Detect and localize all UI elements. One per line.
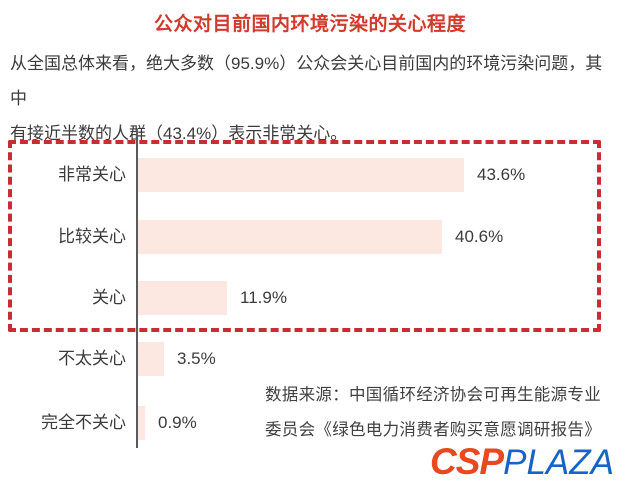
intro-line-2: 有接近半数的人群（43.4%）表示非常关心。 [10, 124, 348, 143]
value-label: 43.6% [477, 165, 526, 184]
bar [138, 406, 145, 440]
category-label: 比较关心 [58, 227, 126, 246]
chart-axis-line [136, 129, 138, 448]
category-label: 完全不关心 [41, 413, 126, 432]
intro-line-1: 从全国总体来看，绝大多数（95.9%）公众会关心目前国内的环境污染问题，其中 [10, 54, 603, 108]
data-source-note: 数据来源：中国循环经济协会可再生能源专业 委员会《绿色电力消费者购买意愿调研报告… [265, 378, 615, 448]
bar [138, 220, 442, 254]
chart-row: 完全不关心 0.9% [0, 406, 620, 440]
chart-row: 非常关心 43.6% [0, 158, 620, 192]
bar [138, 158, 464, 192]
intro-paragraph: 从全国总体来看，绝大多数（95.9%）公众会关心目前国内的环境污染问题，其中 有… [10, 46, 614, 151]
value-label: 0.9% [158, 413, 197, 432]
data-source-line-2: 委员会《绿色电力消费者购买意愿调研报告》 [265, 421, 601, 439]
category-label: 非常关心 [58, 165, 126, 184]
value-label: 40.6% [455, 227, 504, 246]
category-label: 关心 [92, 288, 126, 307]
page-title: 公众对目前国内环境污染的关心程度 [153, 14, 466, 35]
data-source-line-1: 数据来源：中国循环经济协会可再生能源专业 [265, 386, 601, 404]
highlight-dashed-box [8, 140, 601, 332]
csp-plaza-logo: CSPPLAZA [430, 441, 614, 481]
logo-text-csp: CSP [430, 441, 504, 481]
value-label: 3.5% [177, 349, 216, 368]
chart-row: 比较关心 40.6% [0, 220, 620, 254]
bar [138, 342, 164, 376]
chart-row: 不太关心 3.5% [0, 342, 620, 376]
value-label: 11.9% [240, 288, 287, 307]
logo-text-plaza: PLAZA [503, 443, 614, 481]
chart-row: 关心 11.9% [0, 281, 620, 315]
bar [138, 281, 227, 315]
category-label: 不太关心 [58, 349, 126, 368]
